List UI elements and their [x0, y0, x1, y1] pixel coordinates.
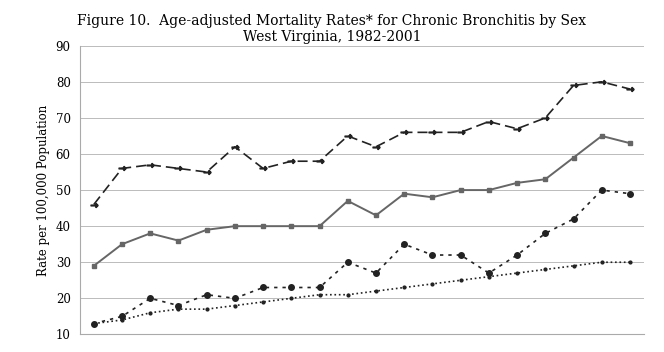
- Text: Figure 10.  Age-adjusted Mortality Rates* for Chronic Bronchitis by Sex
West Vir: Figure 10. Age-adjusted Mortality Rates*…: [78, 14, 586, 44]
- Y-axis label: Rate per 100,000 Population: Rate per 100,000 Population: [37, 105, 50, 276]
